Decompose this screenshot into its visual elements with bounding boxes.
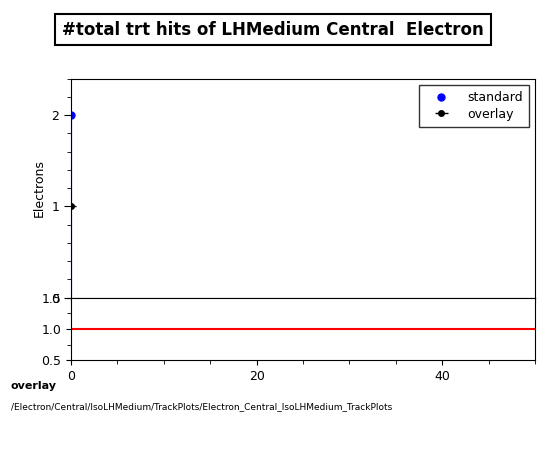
Text: overlay: overlay — [11, 381, 57, 391]
Legend: standard, overlay: standard, overlay — [419, 85, 529, 127]
Text: #total trt hits of LHMedium Central  Electron: #total trt hits of LHMedium Central Elec… — [62, 21, 484, 39]
Text: /Electron/Central/IsoLHMedium/TrackPlots/Electron_Central_IsoLHMedium_TrackPlots: /Electron/Central/IsoLHMedium/TrackPlots… — [11, 402, 392, 411]
Y-axis label: Electrons: Electrons — [33, 159, 46, 217]
